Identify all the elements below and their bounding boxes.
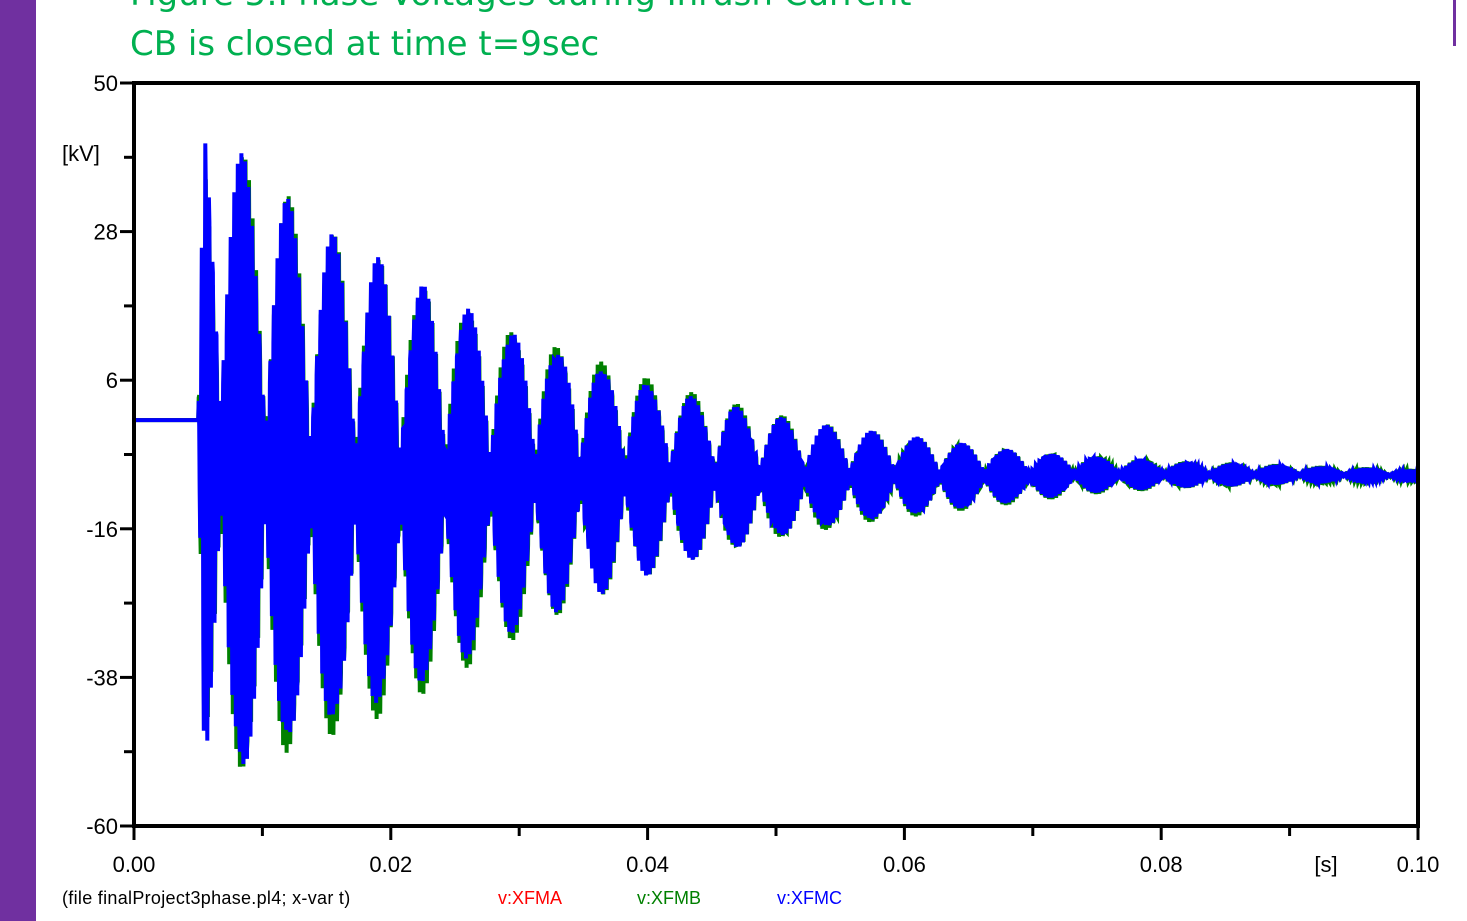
x-tick-label: 0.00 bbox=[113, 852, 156, 877]
legend-xfmc: v:XFMC bbox=[777, 888, 842, 908]
y-tick-label: -38 bbox=[86, 665, 118, 690]
series-v-xfmc bbox=[134, 143, 1420, 765]
slide-title-line-2: CB is closed at time t=9sec bbox=[130, 24, 600, 64]
y-axis-label: [kV] bbox=[62, 141, 100, 166]
x-tick-label: 0.08 bbox=[1140, 852, 1183, 877]
x-axis-label: [s] bbox=[1314, 852, 1337, 877]
legend-xfmb: v:XFMB bbox=[637, 888, 702, 908]
x-tick-label: 0.02 bbox=[369, 852, 412, 877]
y-tick-label: 6 bbox=[106, 368, 118, 393]
slide-title-line-1: Figure 5:Phase Voltages during Inrush Cu… bbox=[130, 0, 911, 14]
y-tick-label: -16 bbox=[86, 517, 118, 542]
axis-layer: 50 28 6 -16 -38 -60 0.00 0.02 0.04 0.06 0.08 0.10 bbox=[86, 71, 1439, 877]
x-tick-label: 0.04 bbox=[626, 852, 669, 877]
legend-xfma: v:XFMA bbox=[498, 888, 563, 908]
x-tick-label: 0.06 bbox=[883, 852, 926, 877]
y-tick-label: 28 bbox=[94, 220, 118, 245]
x-tick-label: 0.10 bbox=[1397, 852, 1440, 877]
slide-border-notch bbox=[1453, 0, 1456, 46]
file-caption: (file finalProject3phase.pl4; x-var t) bbox=[62, 888, 351, 908]
y-tick-label: -60 bbox=[86, 814, 118, 839]
y-tick-label: 50 bbox=[94, 71, 118, 96]
plot-data-layer bbox=[134, 143, 1420, 767]
slide-right-edge bbox=[1453, 0, 1467, 921]
